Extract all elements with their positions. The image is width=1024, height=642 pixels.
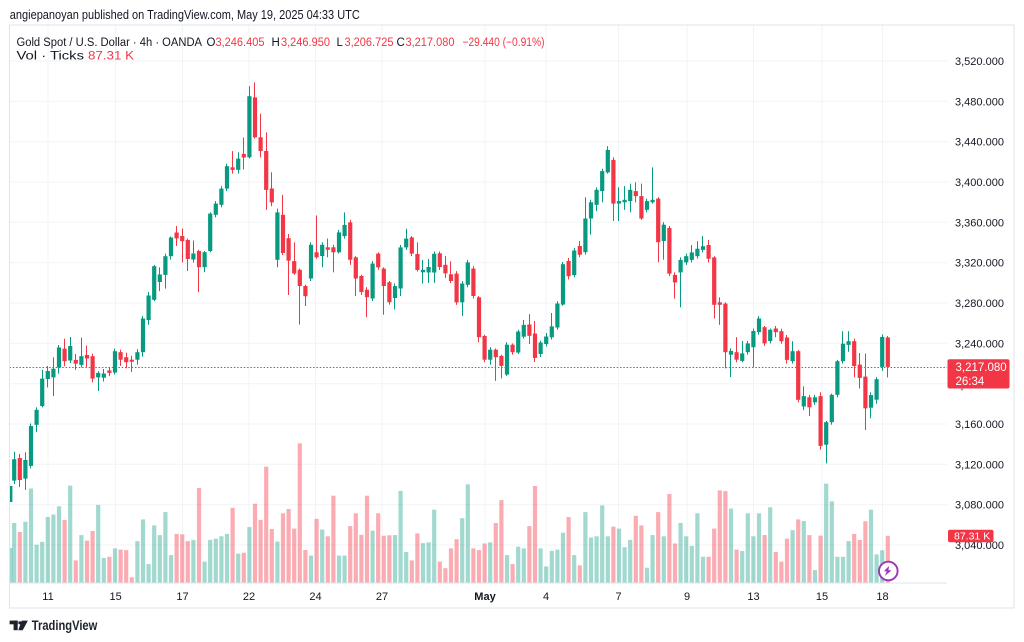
svg-text:18: 18 [876,591,888,603]
svg-text:3,120.000: 3,120.000 [955,459,1004,471]
svg-text:27: 27 [376,591,388,603]
svg-text:22: 22 [243,591,255,603]
svg-text:11: 11 [42,591,53,603]
svg-text:3,080.000: 3,080.000 [955,500,1004,512]
svg-text:3,440.000: 3,440.000 [955,137,1004,149]
svg-text:7: 7 [615,591,621,603]
svg-text:24: 24 [309,591,321,603]
svg-text:9: 9 [684,591,690,603]
svg-text:3,240.000: 3,240.000 [955,338,1004,350]
svg-text:3,520.000: 3,520.000 [955,56,1004,68]
svg-text:17: 17 [176,591,188,603]
svg-text:3,280.000: 3,280.000 [955,298,1004,310]
svg-text:3,160.000: 3,160.000 [955,419,1004,431]
svg-text:3,400.000: 3,400.000 [955,177,1004,189]
svg-text:TradingView: TradingView [32,618,98,633]
svg-text:angiepanoyan published on Trad: angiepanoyan published on TradingView.co… [10,8,360,22]
svg-text:3,040.000: 3,040.000 [955,540,1004,552]
svg-text:15: 15 [816,591,828,603]
svg-text:15: 15 [109,591,121,603]
svg-text:3,320.000: 3,320.000 [955,258,1004,270]
svg-text:4: 4 [543,591,549,603]
svg-text:Gold Spot / U.S. Dollar · 4h ·: Gold Spot / U.S. Dollar · 4h · OANDA O3,2… [17,37,545,49]
svg-text:May: May [474,591,496,603]
svg-text:3,360.000: 3,360.000 [955,217,1004,229]
svg-text:87.31 K: 87.31 K [954,531,990,543]
svg-text:26:34: 26:34 [956,376,985,388]
svg-text:3,217.080: 3,217.080 [956,362,1007,374]
svg-text:3,480.000: 3,480.000 [955,96,1004,108]
svg-text:13: 13 [747,591,759,603]
